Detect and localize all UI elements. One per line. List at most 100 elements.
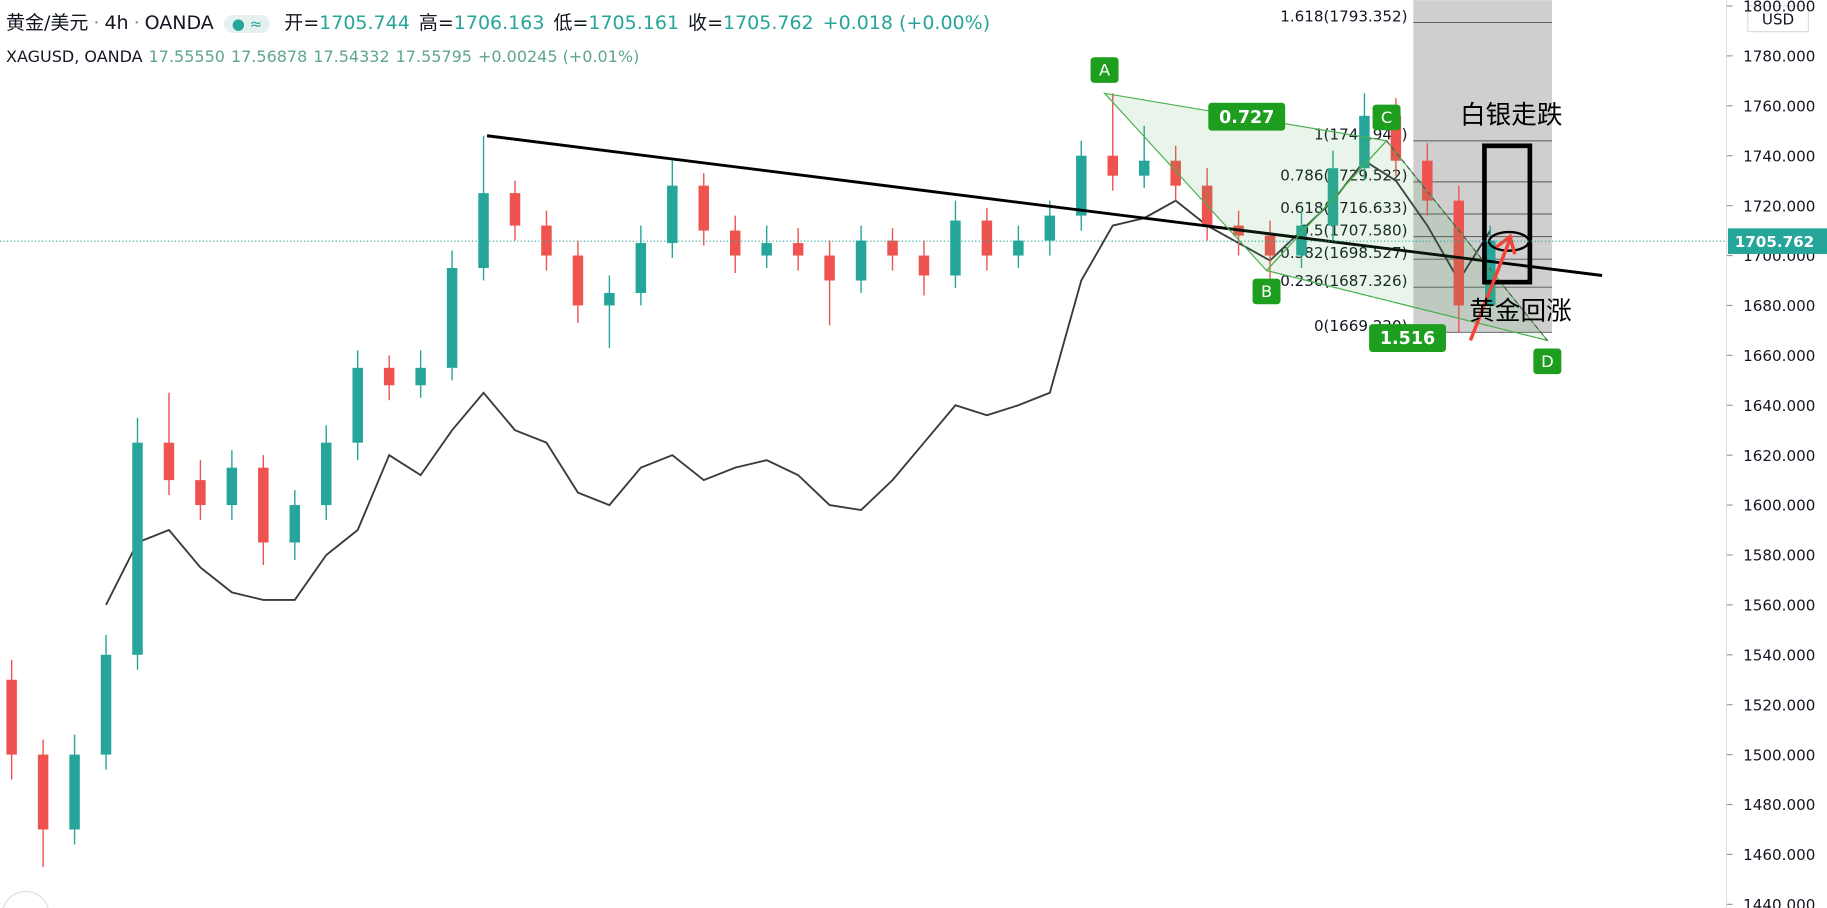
back-layer: 1.618(1793.352)1(1745.940)0.786(1729.522… xyxy=(0,7,1727,867)
candle-body xyxy=(258,467,269,543)
open-label: 开 xyxy=(284,12,304,34)
overlay-value: 17.55550 xyxy=(148,47,225,66)
candle-body xyxy=(729,230,741,256)
fib-label: 0.786(1729.522) xyxy=(1280,167,1407,185)
symbol-header: 黄金/美元 · 4h · OANDA ● ≈ 开=1705.744 高=1706.163 低=1… xyxy=(6,12,991,34)
y-tick-label: 1620.000 xyxy=(1743,447,1815,465)
y-tick-label: 1640.000 xyxy=(1743,397,1815,415)
y-tick-label: 1520.000 xyxy=(1743,696,1815,714)
candle-body xyxy=(289,505,301,543)
overlay-change: +0.00245 (+0.01%) xyxy=(477,47,640,66)
candle-body xyxy=(1359,115,1370,169)
high-label: 高 xyxy=(418,12,438,34)
candle-body xyxy=(981,220,993,256)
annotation-box xyxy=(1482,143,1533,285)
candle-body xyxy=(37,754,49,830)
annotation: 白银走跌 xyxy=(1460,101,1563,131)
open: 1705.744 xyxy=(319,12,410,34)
pattern-point-box xyxy=(1372,104,1401,131)
candle-body xyxy=(604,292,615,306)
candle-body xyxy=(824,255,835,281)
pattern-point-label: C xyxy=(1381,108,1392,127)
y-tick-label: 1720.000 xyxy=(1743,197,1815,215)
candle-body xyxy=(950,220,961,276)
candle-body xyxy=(509,193,521,226)
candle-body xyxy=(163,442,175,481)
pattern-fill xyxy=(1265,139,1549,342)
candle-body xyxy=(352,367,363,443)
overlay-value: 17.54332 xyxy=(313,47,390,66)
y-tick-label: 1560.000 xyxy=(1743,597,1815,615)
low: 1705.161 xyxy=(588,12,680,34)
interval[interactable]: 4h xyxy=(104,12,129,34)
pattern-point-label: D xyxy=(1541,352,1554,371)
candle-body xyxy=(132,442,143,655)
candle-body xyxy=(855,240,867,281)
candle-body xyxy=(195,480,206,506)
ratio-box xyxy=(1208,102,1286,131)
y-tick-label: 1800.000 xyxy=(1743,0,1815,16)
high: 1706.163 xyxy=(453,12,545,34)
pattern-diag xyxy=(1386,140,1548,341)
annotation: 黄金回涨 xyxy=(1469,296,1572,326)
candle-body xyxy=(1044,215,1056,241)
candle-body xyxy=(1076,155,1087,216)
overlay-value: 17.55795 xyxy=(395,47,472,66)
candle-body xyxy=(6,679,17,755)
last-price-box xyxy=(1727,228,1827,254)
candle-body xyxy=(1390,115,1402,161)
candle-body xyxy=(887,240,898,256)
candle-body xyxy=(761,243,772,256)
candle-body xyxy=(698,185,710,231)
y-tick-label: 1740.000 xyxy=(1743,147,1815,165)
fib-label: 0.618(1716.633) xyxy=(1280,199,1407,217)
candle-body xyxy=(1296,225,1307,256)
scroll-button[interactable] xyxy=(2,890,49,908)
candle-body xyxy=(1264,235,1276,256)
pattern-point-box xyxy=(1533,348,1562,375)
candle-body xyxy=(1422,160,1433,201)
candle-body xyxy=(541,225,552,256)
y-tick-label: 1440.000 xyxy=(1743,896,1815,908)
y-tick-label: 1780.000 xyxy=(1743,48,1815,66)
close: 1705.762 xyxy=(722,12,814,34)
candle-body xyxy=(1013,240,1024,256)
candle-body xyxy=(918,255,930,276)
overlay-line xyxy=(105,159,1492,606)
symbol: 黄金/美元 xyxy=(6,12,89,34)
change: +0.018 (+0.00%) xyxy=(822,12,991,34)
candle-body xyxy=(1138,160,1150,176)
candle-body xyxy=(1327,168,1339,226)
ratio-label: 0.727 xyxy=(1219,108,1274,128)
trendline xyxy=(486,134,1603,277)
y-tick-label: 1540.000 xyxy=(1743,646,1815,664)
candle-body xyxy=(415,367,426,386)
y-tick-label: 1660.000 xyxy=(1743,347,1815,365)
pattern-point-label: B xyxy=(1261,282,1272,301)
candle-body xyxy=(792,243,804,256)
currency-box xyxy=(1747,5,1809,33)
overlay-value: 17.56878 xyxy=(230,47,308,66)
candle-body xyxy=(1107,155,1118,176)
y-tick-label: 1460.000 xyxy=(1743,846,1815,864)
ratio-box xyxy=(1369,324,1446,353)
candle-body xyxy=(572,255,584,306)
fib-label: 1.618(1793.352) xyxy=(1280,7,1407,25)
y-tick-label: 1500.000 xyxy=(1743,746,1815,764)
low-label: 低 xyxy=(553,12,573,34)
candle-body xyxy=(1453,200,1465,306)
fib-label: 0.5(1707.580) xyxy=(1300,221,1408,239)
candle-body xyxy=(635,243,647,293)
candle-body xyxy=(100,654,112,755)
pattern-diag xyxy=(1266,269,1548,341)
y-tick-label: 1580.000 xyxy=(1743,547,1815,565)
candle-body xyxy=(383,367,395,386)
y-tick-label: 1480.000 xyxy=(1743,796,1815,814)
last-price-label: 1705.762 xyxy=(1735,233,1814,251)
exchange: OANDA xyxy=(144,12,214,34)
candle-body xyxy=(69,754,80,830)
fib-label: 0.236(1687.326) xyxy=(1280,272,1407,290)
status-badge[interactable]: ● ≈ xyxy=(223,15,271,33)
annotation-arrow xyxy=(1468,233,1517,342)
